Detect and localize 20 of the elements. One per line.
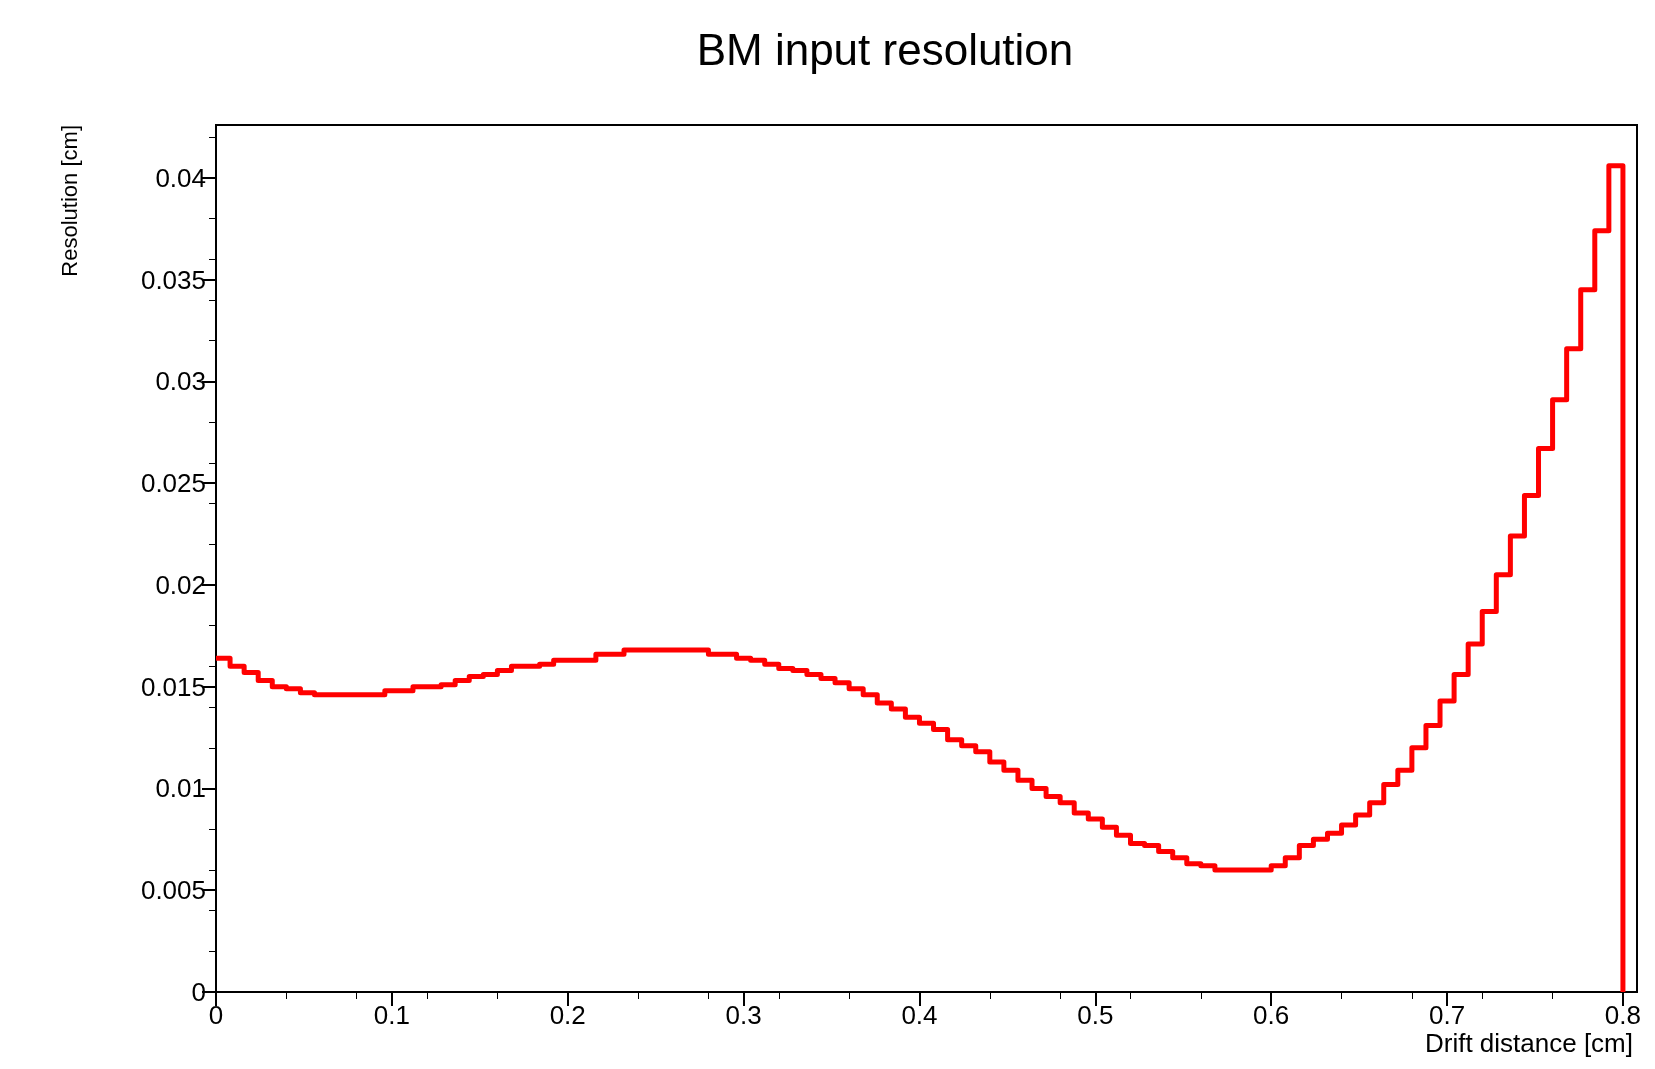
x-tick-label: 0.3	[725, 1000, 762, 1030]
x-tick-label: 0.2	[549, 1000, 586, 1030]
x-tick-label: 0.4	[901, 1000, 938, 1030]
y-tick-label: 0	[191, 977, 206, 1007]
y-tick-label: 0.015	[140, 671, 206, 702]
x-tick-label: 0.6	[1253, 1000, 1290, 1030]
chart-title: BM input resolution	[696, 24, 1074, 74]
y-tick-label: 0.02	[155, 569, 206, 600]
x-axis-title: Drift distance [cm]	[1424, 1028, 1634, 1058]
x-tick-label: 0.8	[1604, 1000, 1642, 1030]
y-tick-label: 0.04	[155, 162, 206, 193]
y-tick-label: 0.025	[140, 468, 206, 499]
y-tick-label: 0.035	[140, 264, 206, 295]
y-tick-label: 0.01	[155, 773, 206, 804]
x-tick-label: 0.7	[1428, 1000, 1466, 1030]
y-tick-label: 0.005	[140, 875, 206, 906]
y-axis-title: Resolution [cm]	[56, 125, 82, 277]
x-tick-label: 0.1	[373, 1000, 410, 1030]
x-tick-label: 0.5	[1077, 1000, 1114, 1030]
y-tick-label: 0.03	[155, 366, 206, 397]
